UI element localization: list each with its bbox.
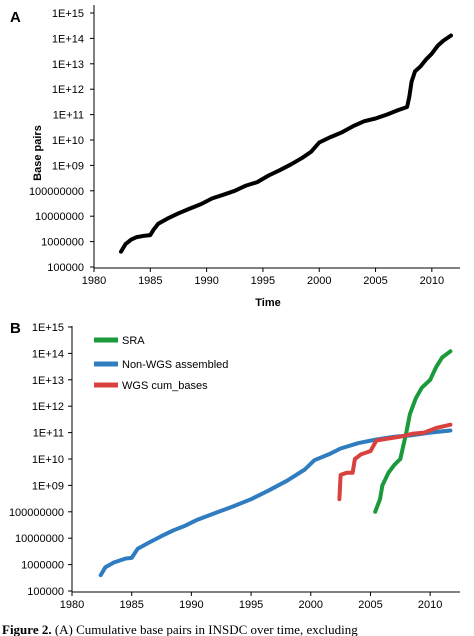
panel-a-y-tick-label: 100000000 — [29, 186, 84, 198]
legend-label-sra: SRA — [122, 335, 145, 347]
panel-a: A 100000 1000000 10000000 100000000 1E+09 1E+… — [10, 5, 460, 309]
panel-b-y-tick-label: 100000 — [27, 586, 64, 598]
caption-text: (A) Cumulative base pairs in INSDC over … — [51, 622, 358, 636]
panel-a-x-ticks: 1980 1985 1990 1995 2000 2005 2010 — [82, 268, 444, 287]
caption-figure-number: Figure 2. — [2, 622, 52, 636]
panel-b-legend: SRA Non-WGS assembled WGS cum_bases — [94, 335, 228, 392]
panel-b-x-tick-label: 1990 — [179, 599, 203, 611]
panel-a-y-tick-label: 1000000 — [41, 237, 84, 249]
panel-a-x-tick-label: 2005 — [363, 275, 387, 287]
panel-b-x-tick-label: 1995 — [239, 599, 263, 611]
panel-b: B 100000 1000000 10000000 100000000 1E+09 1E+… — [9, 320, 460, 611]
panel-a-series — [119, 33, 453, 254]
panel-a-y-axis-title: Base pairs — [32, 125, 44, 181]
panel-b-label: B — [10, 320, 21, 337]
panel-a-x-tick-label: 1980 — [82, 275, 106, 287]
panel-a-line-series-0 — [119, 33, 453, 254]
panel-b-x-tick-label: 1985 — [119, 599, 143, 611]
panel-b-y-tick-label: 1E+09 — [32, 480, 64, 492]
panel-b-y-ticks: 100000 1000000 10000000 100000000 1E+09 1E+10… — [9, 322, 72, 598]
panel-a-x-tick-label: 2000 — [307, 275, 331, 287]
panel-b-series — [98, 349, 453, 578]
panel-a-y-tick-label: 100000 — [47, 262, 84, 274]
panel-b-x-tick-label: 1980 — [60, 599, 84, 611]
panel-b-line-non-wgs-assembled — [98, 428, 453, 578]
panel-b-x-tick-label: 2005 — [358, 599, 382, 611]
panel-b-y-tick-label: 10000000 — [15, 533, 64, 545]
panel-a-y-tick-label: 1E+13 — [52, 59, 84, 71]
panel-b-y-tick-label: 1E+14 — [32, 348, 64, 360]
panel-a-x-tick-label: 1990 — [194, 275, 218, 287]
panel-a-y-tick-label: 1E+14 — [52, 33, 84, 45]
panel-b-x-tick-label: 2010 — [418, 599, 442, 611]
panel-a-label: A — [10, 9, 21, 26]
panel-b-y-tick-label: 1E+10 — [32, 454, 64, 466]
panel-b-y-tick-label: 1000000 — [21, 560, 64, 572]
legend-label-wgs: WGS cum_bases — [122, 380, 208, 392]
panel-b-y-tick-label: 1E+13 — [32, 375, 64, 387]
panel-a-y-tick-label: 10000000 — [35, 211, 84, 223]
panel-a-x-tick-label: 1985 — [138, 275, 162, 287]
panel-b-x-ticks: 1980 1985 1990 1995 2000 2005 2010 — [60, 592, 442, 611]
panel-a-x-tick-label: 2010 — [420, 275, 444, 287]
panel-a-y-tick-label: 1E+09 — [52, 160, 84, 172]
panel-a-x-tick-label: 1995 — [251, 275, 275, 287]
panel-b-y-tick-label: 1E+11 — [33, 428, 64, 440]
panel-b-line-sra — [373, 349, 453, 514]
panel-b-line-wgs-cum-bases — [337, 422, 453, 502]
panel-b-y-tick-label: 100000000 — [9, 507, 64, 519]
panel-a-y-tick-label: 1E+10 — [52, 135, 84, 147]
panel-a-y-tick-label: 1E+15 — [52, 8, 84, 20]
legend-label-non-wgs: Non-WGS assembled — [122, 359, 228, 371]
panel-b-y-tick-label: 1E+12 — [32, 401, 64, 413]
panel-a-x-axis-title: Time — [255, 297, 280, 309]
panel-b-x-tick-label: 2000 — [299, 599, 323, 611]
panel-a-y-tick-label: 1E+11 — [53, 110, 84, 122]
panel-a-y-ticks: 100000 1000000 10000000 100000000 1E+09 1E+10… — [29, 8, 94, 274]
panel-a-y-tick-label: 1E+12 — [52, 84, 84, 96]
figure: A 100000 1000000 10000000 100000000 1E+09 1E+… — [9, 5, 460, 611]
panel-b-y-tick-label: 1E+15 — [32, 322, 64, 334]
figure-caption: Figure 2. (A) Cumulative base pairs in I… — [2, 622, 474, 636]
